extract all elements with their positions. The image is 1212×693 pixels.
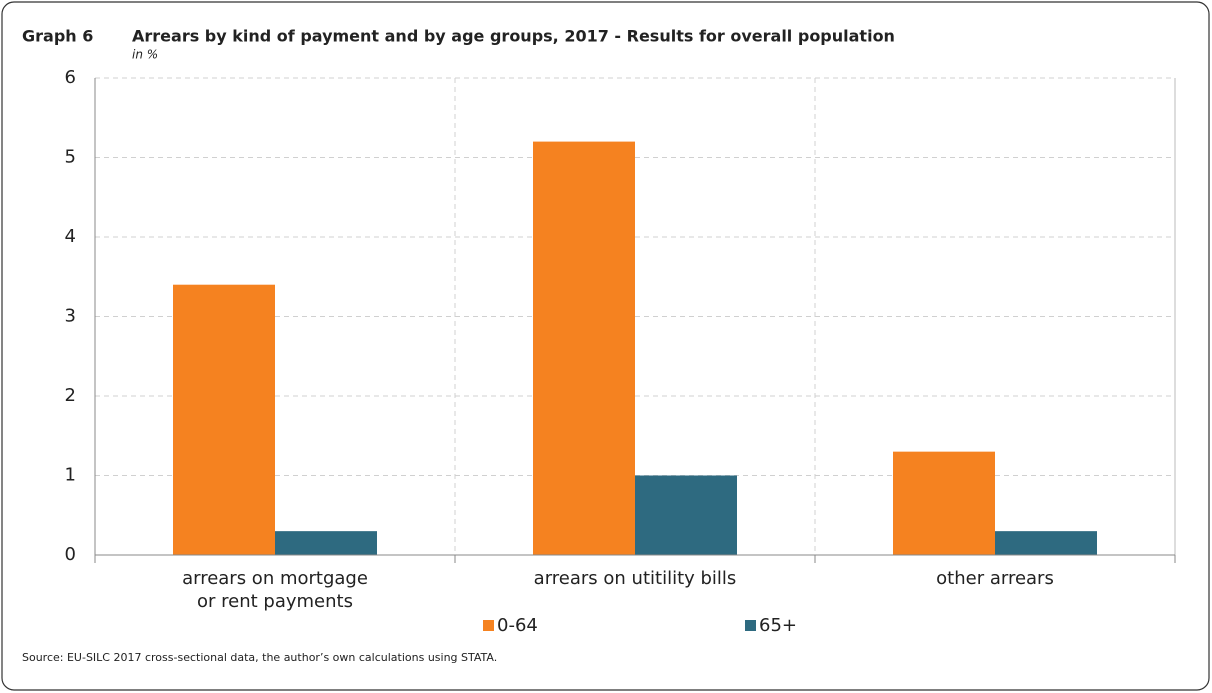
bar bbox=[173, 284, 275, 555]
legend-swatch bbox=[745, 620, 756, 631]
bar bbox=[995, 531, 1097, 555]
bar bbox=[533, 141, 635, 555]
x-tick-label: other arrears bbox=[936, 568, 1054, 589]
y-tick-label: 5 bbox=[65, 147, 76, 168]
legend-swatch bbox=[483, 620, 494, 631]
x-tick-label: arrears on utitility bills bbox=[533, 568, 737, 589]
legend-label: 0-64 bbox=[497, 615, 538, 636]
x-tick-label: arrears on mortgage or rent payments bbox=[182, 568, 368, 612]
chart-title: Arrears by kind of payment and by age gr… bbox=[132, 27, 895, 46]
y-tick-label: 6 bbox=[65, 67, 76, 88]
source: Source: EU-SILC 2017 cross-sectional dat… bbox=[22, 651, 497, 664]
bar bbox=[635, 475, 737, 555]
bar bbox=[275, 531, 377, 555]
y-tick-label: 1 bbox=[65, 465, 76, 486]
graph-label: Graph 6 bbox=[22, 27, 93, 46]
y-tick-label: 0 bbox=[65, 544, 76, 565]
y-tick-label: 3 bbox=[65, 306, 76, 327]
bar bbox=[893, 451, 995, 555]
chart-subtitle: in % bbox=[132, 48, 158, 62]
y-tick-label: 4 bbox=[65, 226, 76, 247]
legend-label: 65+ bbox=[759, 615, 797, 636]
y-tick-label: 2 bbox=[65, 385, 76, 406]
